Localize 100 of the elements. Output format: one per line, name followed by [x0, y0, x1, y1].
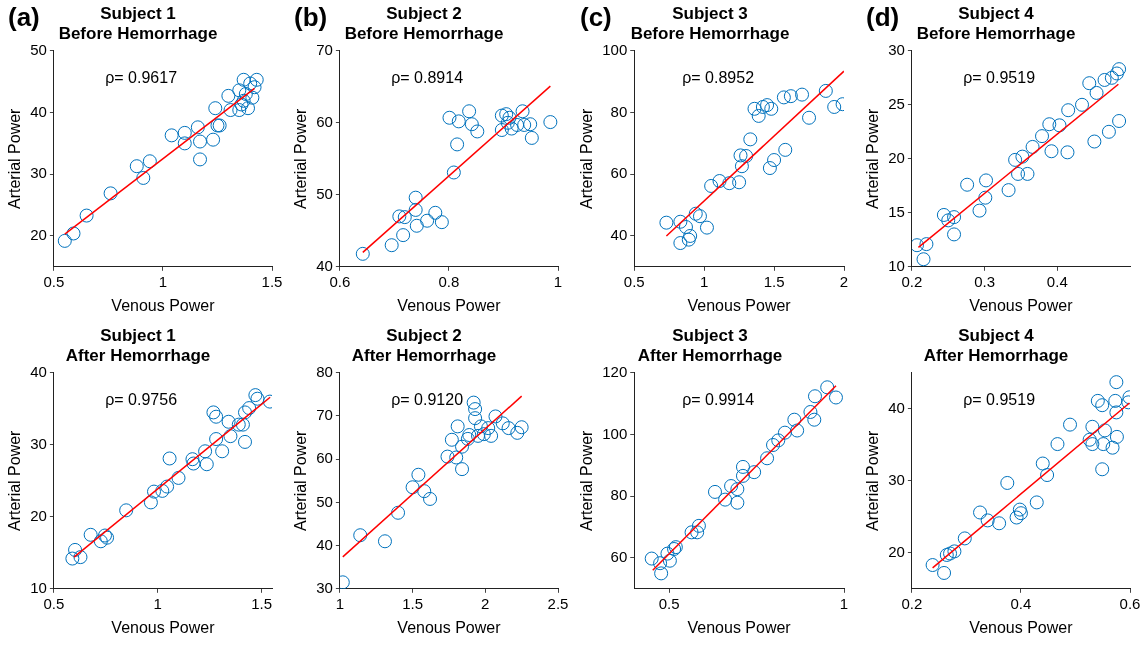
x-tick-label: 0.5 — [623, 272, 645, 290]
point — [466, 395, 481, 410]
y-axis-title: Arterial Power — [292, 429, 310, 532]
point — [392, 209, 407, 224]
point — [501, 421, 516, 436]
annotation: ρ= 0.9120 — [391, 391, 464, 409]
point — [734, 159, 749, 174]
point — [1104, 70, 1119, 85]
y-tick-label: 20 — [888, 148, 905, 166]
point — [1109, 429, 1124, 444]
point — [223, 103, 238, 118]
point — [957, 531, 972, 546]
x-tick-label: 1 — [158, 272, 168, 290]
chart-title: Subject 3 — [672, 325, 748, 345]
point — [760, 451, 775, 466]
y-axis-title: Arterial Power — [292, 107, 310, 210]
x-tick-label: 1 — [699, 272, 709, 290]
y-axis-title: Arterial Power — [6, 429, 24, 532]
point — [1011, 166, 1026, 181]
y-tick-label: 30 — [316, 578, 333, 596]
point — [678, 219, 693, 234]
point — [232, 103, 247, 118]
y-tick-label: 10 — [30, 578, 47, 596]
x-axis-title: Venous Power — [111, 618, 216, 636]
point — [1013, 506, 1028, 521]
point — [1009, 510, 1024, 525]
point — [455, 439, 470, 454]
x-tick-label: 0.2 — [901, 594, 923, 612]
point — [777, 425, 792, 440]
point — [468, 411, 483, 426]
point — [1096, 437, 1111, 452]
point — [515, 104, 530, 119]
text: (a) — [8, 2, 40, 33]
point — [186, 456, 201, 471]
point — [916, 252, 931, 267]
point — [495, 416, 510, 431]
chart-subtitle: Before Hemorrhage — [916, 24, 1076, 44]
point — [164, 128, 179, 143]
point — [473, 419, 488, 434]
point — [978, 190, 993, 205]
point — [911, 238, 924, 253]
point — [1082, 76, 1097, 91]
point — [707, 484, 722, 499]
point — [484, 428, 499, 443]
point — [73, 550, 88, 565]
point — [1089, 85, 1104, 100]
x-tick-label: 1 — [335, 594, 345, 612]
point — [747, 465, 762, 480]
point — [803, 404, 818, 419]
point — [692, 209, 707, 224]
y-tick-label: 10 — [888, 256, 905, 274]
chart-title: Subject 1 — [100, 3, 176, 23]
y-tick-label: 30 — [888, 40, 905, 58]
point — [947, 210, 962, 225]
point — [468, 402, 483, 417]
point — [943, 546, 958, 561]
point — [199, 457, 214, 472]
chart-subtitle: Before Hemorrhage — [58, 24, 218, 44]
point — [704, 178, 719, 193]
point — [428, 205, 443, 220]
y-tick-label: 40 — [610, 226, 628, 244]
y-tick-label: 100 — [602, 424, 628, 442]
point — [514, 420, 529, 435]
point — [766, 438, 781, 453]
point — [1008, 152, 1023, 167]
point — [718, 492, 733, 507]
point — [409, 218, 424, 233]
point — [494, 123, 509, 137]
point — [1060, 145, 1075, 160]
annotation: ρ= 0.9914 — [682, 391, 755, 409]
x-tick-label: 1.5 — [251, 594, 273, 612]
y-tick-label: 15 — [888, 202, 905, 220]
point — [1052, 118, 1067, 133]
point — [939, 547, 954, 562]
point — [57, 233, 72, 248]
point — [494, 108, 509, 123]
point — [190, 120, 205, 135]
point — [739, 149, 754, 164]
point — [653, 556, 668, 571]
point — [747, 101, 762, 116]
point — [208, 101, 223, 116]
annotation: ρ= 0.9617 — [105, 69, 178, 87]
point — [449, 450, 464, 465]
point — [947, 544, 962, 559]
chart-subtitle: After Hemorrhage — [351, 346, 497, 366]
x-tick-label: 0.3 — [974, 272, 996, 290]
point — [462, 104, 477, 119]
point — [523, 117, 538, 132]
point — [760, 98, 775, 113]
point — [93, 534, 108, 549]
y-tick-label: 30 — [30, 164, 47, 182]
point — [185, 452, 200, 467]
x-tick-label: 1 — [153, 594, 162, 612]
point — [1112, 62, 1127, 77]
point — [215, 444, 230, 459]
point — [510, 117, 525, 132]
point — [455, 462, 470, 477]
point — [136, 170, 151, 185]
point — [1042, 117, 1057, 132]
point — [143, 495, 158, 510]
